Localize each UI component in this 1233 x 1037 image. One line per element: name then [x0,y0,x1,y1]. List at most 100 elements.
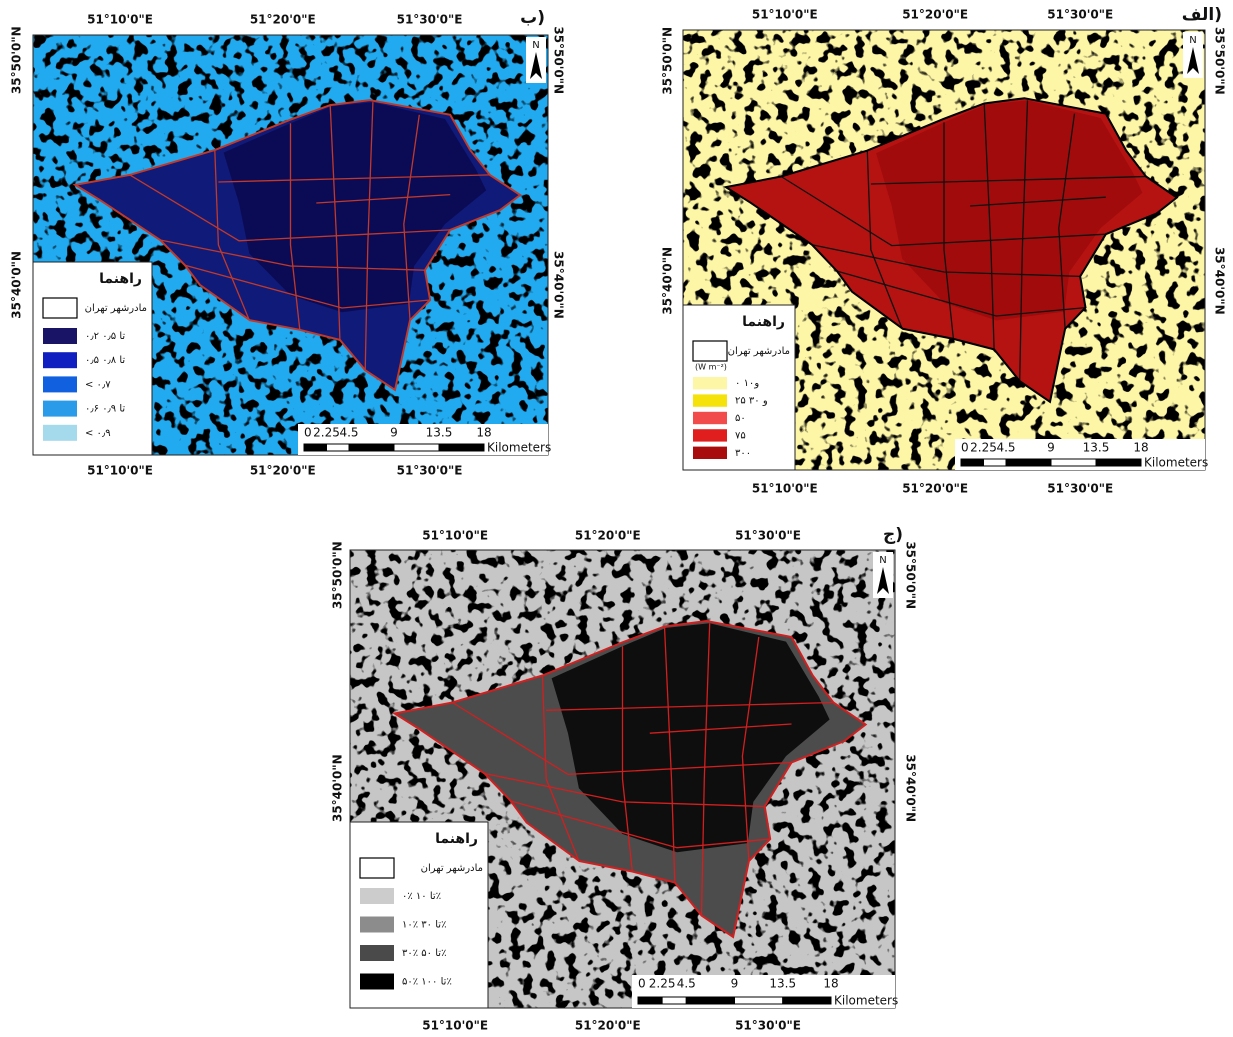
legend-title: راهنما [435,831,478,847]
legend-swatch [360,916,394,933]
latitude-label: 35°50'0"N [331,541,345,609]
scale-tick-label: 9 [1047,441,1055,455]
district-line [329,105,341,340]
legend-item-label: ۱۰٪ تا ۳۰٪ [402,920,446,931]
legend-swatch [693,394,727,407]
legend-swatch [43,328,77,344]
scale-segment [637,996,663,1005]
latitude-label: 35°40'0"N [904,754,918,822]
district-line [836,270,1086,317]
panel-label: ج) [883,525,903,545]
district-line [1058,113,1076,329]
scale-tick-label: 0 [961,441,969,455]
north-arrow [877,567,889,594]
legend-swatch [360,945,394,961]
longitude-label: 51°10'0"E [422,1019,488,1033]
scale-segment [438,443,485,452]
district-line [983,103,995,350]
legend-item-label: ۰٪ تا ۱۰٪ [402,891,441,902]
longitude-label: 51°20'0"E [575,1019,641,1033]
scale-tick-label: 18 [1133,441,1148,455]
city-boundary [392,619,868,939]
legend-title: راهنما [742,314,785,330]
district-line [541,675,580,862]
scale-tick-label: 4.5 [339,426,358,440]
district-line [316,193,451,204]
legend-swatch [693,446,727,459]
longitude-label: 51°20'0"E [902,482,968,496]
legend-swatch [43,376,77,393]
longitude-label: 51°30'0"E [735,529,801,543]
legend-item-label: ۰٫۶ تا ۰٫۹ [85,404,125,415]
scale-segment [685,996,735,1005]
scale-segment [326,443,350,452]
district-line [484,772,765,808]
scale-tick-label: 9 [731,977,739,991]
scale-tick-label: 18 [823,977,838,991]
legend-swatch [43,400,77,417]
longitude-label: 51°30'0"E [735,1019,801,1033]
latitude-label: 35°40'0"N [552,251,566,319]
scale-tick-label: 0 [304,426,312,440]
legend-swatch [360,973,394,990]
district-line [621,646,633,872]
legend-item-label: ۵۰ [735,413,746,424]
district-line [218,174,490,183]
panel-label: ب) [520,8,545,28]
scale-tick-label: 18 [476,426,491,440]
legend-boundary-swatch [692,340,728,362]
legend-boundary-swatch [42,297,78,319]
latitude-label: 35°40'0"N [10,251,24,319]
scale-segment [348,443,395,452]
latitude-label: 35°50'0"N [661,27,675,95]
district-line [943,122,955,339]
urban-core [223,102,487,313]
scale-tick-label: 0 [638,977,646,991]
district-line [700,623,711,916]
scale-tick-label: 2.25 [970,441,997,455]
north-arrow [530,52,542,79]
legend-item-label: ۷۵ [735,430,746,441]
legend-boundary-label: مادرشهر تهران [421,863,483,874]
map-frame [349,549,896,1009]
legend-swatch [693,411,727,425]
scale-unit: Kilometers [834,994,898,1008]
longitude-label: 51°10'0"E [752,482,818,496]
urban-core [551,623,830,853]
district-line [364,102,374,371]
district-line [129,174,451,242]
legend-boundary-label: مادرشهر تهران [728,346,790,357]
longitude-label: 51°30'0"E [397,13,463,27]
legend-boundary-swatch [359,857,395,879]
longitude-label: 51°30'0"E [1047,482,1113,496]
legend-item-label: < ۰٫۷ [85,379,111,390]
scale-segment [661,996,687,1005]
north-label: N [879,555,886,566]
map-frame [32,34,549,456]
district-line [1019,100,1029,382]
legend-swatch [360,888,394,904]
district-line [870,175,1147,185]
latitude-label: 35°50'0"N [10,26,24,94]
longitude-label: 51°10'0"E [87,13,153,27]
longitude-label: 51°20'0"E [902,8,968,22]
scale-segment [393,443,440,452]
map-frame [682,29,1206,471]
map-panel: الف) 51°10'0"E 51°10'0"E 51°20'0"E 51°20'0"E… [661,5,1227,496]
scale-segment [1095,458,1142,467]
district-line [649,723,792,734]
north-label: N [1189,35,1196,46]
longitude-label: 51°10'0"E [422,529,488,543]
scale-unit: Kilometers [487,441,551,455]
panel-label: الف) [1182,5,1222,25]
map-panel: ج) 51°10'0"E 51°10'0"E 51°20'0"E 51°20'0"E 51… [331,525,918,1033]
scale-tick-label: 13.5 [426,426,453,440]
latitude-label: 35°50'0"N [904,541,918,609]
longitude-label: 51°10'0"E [752,8,818,22]
map-body [683,30,1205,470]
legend-swatch [693,377,727,390]
scale-tick-label: 13.5 [769,977,796,991]
scale-segment [1050,458,1097,467]
district-line [403,114,420,321]
